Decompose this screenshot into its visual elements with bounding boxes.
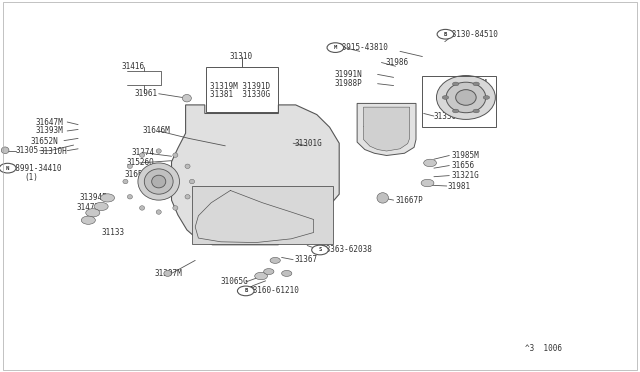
Circle shape [255,272,268,280]
Text: M: M [333,45,337,50]
Text: 31065M: 31065M [296,221,323,230]
Circle shape [437,29,454,39]
Ellipse shape [1,147,9,154]
Text: N: N [6,166,10,171]
Ellipse shape [156,210,161,214]
Text: 31133: 31133 [101,228,124,237]
Text: 31065G: 31065G [221,278,248,286]
Ellipse shape [156,149,161,153]
Text: 31985M: 31985M [451,151,479,160]
Circle shape [452,109,459,113]
Ellipse shape [140,153,145,157]
Text: 31982A: 31982A [298,190,325,199]
Text: 31987: 31987 [368,112,391,121]
Polygon shape [172,105,339,245]
Text: B: B [444,32,447,37]
Text: 31319M 31391D: 31319M 31391D [210,82,270,91]
Text: 08160-61210: 08160-61210 [248,286,299,295]
Text: 31416: 31416 [122,62,145,71]
Text: 31986: 31986 [385,58,408,67]
Circle shape [264,269,274,275]
Text: 31656: 31656 [451,161,474,170]
Polygon shape [364,107,410,151]
Text: S: S [318,247,322,253]
Ellipse shape [127,195,132,199]
Polygon shape [192,186,333,244]
Circle shape [473,82,479,86]
Ellipse shape [164,270,172,276]
Text: 31652N: 31652N [31,137,58,146]
Text: 31310H: 31310H [40,147,67,156]
Circle shape [94,202,108,211]
Circle shape [327,43,344,52]
Text: 31379M: 31379M [460,79,487,88]
Ellipse shape [377,193,388,203]
Ellipse shape [173,153,178,157]
Circle shape [452,82,459,86]
Ellipse shape [456,90,476,105]
Ellipse shape [436,76,495,119]
Text: 31394E: 31394E [80,193,108,202]
Text: 31393M: 31393M [35,126,63,135]
Text: 31472: 31472 [77,203,100,212]
Ellipse shape [127,164,132,169]
Text: 31667P: 31667P [396,196,423,205]
Circle shape [421,179,434,187]
Circle shape [282,270,292,276]
Ellipse shape [123,179,128,184]
Text: 08363-62038: 08363-62038 [321,246,372,254]
Polygon shape [357,103,416,155]
Text: 31988P: 31988P [334,79,362,88]
Circle shape [442,96,449,99]
Text: 31274: 31274 [131,148,154,157]
Ellipse shape [185,164,190,169]
Text: 08130-84510: 08130-84510 [448,30,499,39]
Ellipse shape [152,175,166,188]
Bar [422,76,496,127]
Circle shape [270,257,280,263]
Ellipse shape [446,82,486,113]
Text: 31381  31330G: 31381 31330G [210,90,270,99]
Text: ^3  1006: ^3 1006 [525,344,562,353]
Text: 31991N: 31991N [334,70,362,79]
Text: 31394C: 31394C [366,122,394,131]
Text: 31330: 31330 [434,112,457,121]
Circle shape [237,286,254,296]
Text: 31646M: 31646M [142,126,170,135]
Circle shape [81,216,95,224]
Text: 31301G: 31301G [294,139,322,148]
Text: (1): (1) [24,173,38,182]
Text: B: B [244,288,248,294]
Circle shape [473,109,479,113]
Text: 31301H: 31301H [296,200,323,209]
Ellipse shape [189,179,195,184]
Bar [206,67,278,112]
Text: 31310: 31310 [229,52,252,61]
Circle shape [312,245,328,255]
Circle shape [483,96,490,99]
Circle shape [424,159,436,167]
Text: 31397M: 31397M [155,269,182,278]
Ellipse shape [182,94,191,102]
Text: 31651M: 31651M [125,170,152,179]
Circle shape [0,163,16,173]
Text: 31647M: 31647M [35,118,63,126]
Text: 31305: 31305 [16,146,39,155]
Text: 31321G: 31321G [451,171,479,180]
Ellipse shape [185,195,190,199]
Ellipse shape [140,206,145,210]
Ellipse shape [145,169,173,194]
Text: 31981: 31981 [448,182,471,190]
Text: 31390: 31390 [298,211,321,219]
Circle shape [86,209,100,217]
Ellipse shape [173,206,178,210]
Text: 31961: 31961 [134,89,157,98]
Text: N08991-34410: N08991-34410 [6,164,62,173]
Text: 08915-43810: 08915-43810 [338,43,388,52]
Text: 31367: 31367 [294,255,317,264]
Text: 31526Q: 31526Q [127,158,154,167]
Ellipse shape [138,163,179,200]
Circle shape [100,194,115,202]
